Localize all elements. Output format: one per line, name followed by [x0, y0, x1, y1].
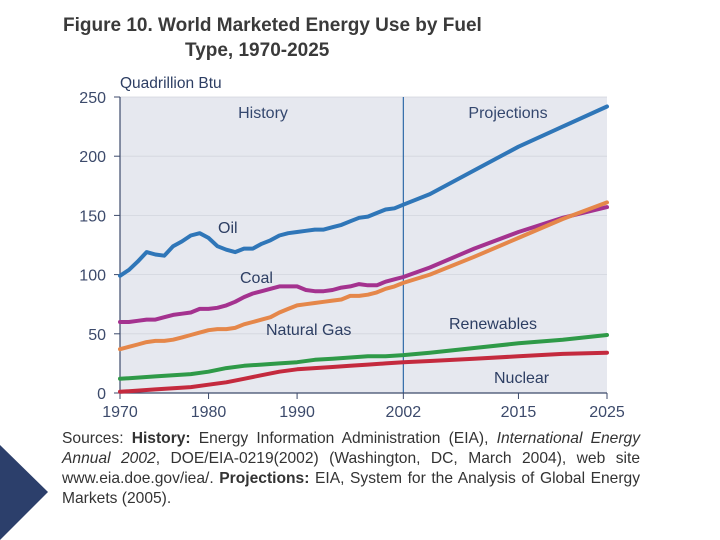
series-label-renewables: Renewables — [449, 316, 537, 333]
figure-title-line-1: Figure 10. World Marketed Energy Use by … — [63, 15, 482, 36]
sources-history-label: History: — [131, 430, 191, 447]
y-tick-label: 150 — [79, 208, 106, 225]
y-tick-label: 100 — [79, 268, 106, 285]
x-tick-label: 1970 — [102, 404, 138, 421]
region-label-projections: Projections — [468, 105, 547, 122]
x-tick-label: 2015 — [501, 404, 537, 421]
series-line-coal — [118, 205, 609, 324]
sources-projections-text: EIA, System for the Analysis of Global E… — [62, 470, 641, 507]
sources-history-text: Energy Information Administration (EIA), — [190, 430, 497, 447]
series-line-nuclear — [118, 350, 609, 394]
slide-arrow-decoration — [0, 445, 48, 540]
sources-note: Sources: History: Energy Information Adm… — [62, 429, 640, 509]
figure-title-line-2: Type, 1970-2025 — [185, 40, 330, 61]
series-label-coal: Coal — [240, 270, 273, 287]
series-label-natural-gas: Natural Gas — [266, 322, 351, 339]
y-tick-label: 200 — [79, 149, 106, 166]
series-layer — [118, 104, 609, 394]
region-label-history: History — [238, 105, 288, 122]
x-tick-label: 1990 — [279, 404, 315, 421]
sources-history-detail: , DOE/EIA-0219(2002) (Washington, DC, Ma… — [62, 450, 641, 487]
y-tick-label: 0 — [97, 386, 106, 403]
series-line-renewables — [118, 333, 609, 381]
arrow-decoration-icon — [0, 445, 48, 540]
sources-lead: Sources: — [62, 430, 132, 447]
sources-projections-label: Projections: — [219, 470, 310, 487]
label-layer: History Projections Oil Coal Natural Gas Rene… — [218, 105, 550, 387]
y-axis-label: Quadrillion Btu — [120, 75, 222, 92]
sources-publication: International Energy Annual 2002 — [62, 430, 640, 467]
series-line-natural-gas — [118, 200, 609, 352]
x-tick-label: 1980 — [191, 404, 227, 421]
x-tick-label: 2002 — [386, 404, 422, 421]
y-tick-label: 50 — [88, 327, 106, 344]
x-tick-label: 2025 — [589, 404, 625, 421]
y-tick-label: 250 — [79, 90, 106, 107]
series-label-nuclear: Nuclear — [494, 370, 550, 387]
series-line-oil — [118, 104, 609, 278]
series-label-oil: Oil — [218, 220, 238, 237]
